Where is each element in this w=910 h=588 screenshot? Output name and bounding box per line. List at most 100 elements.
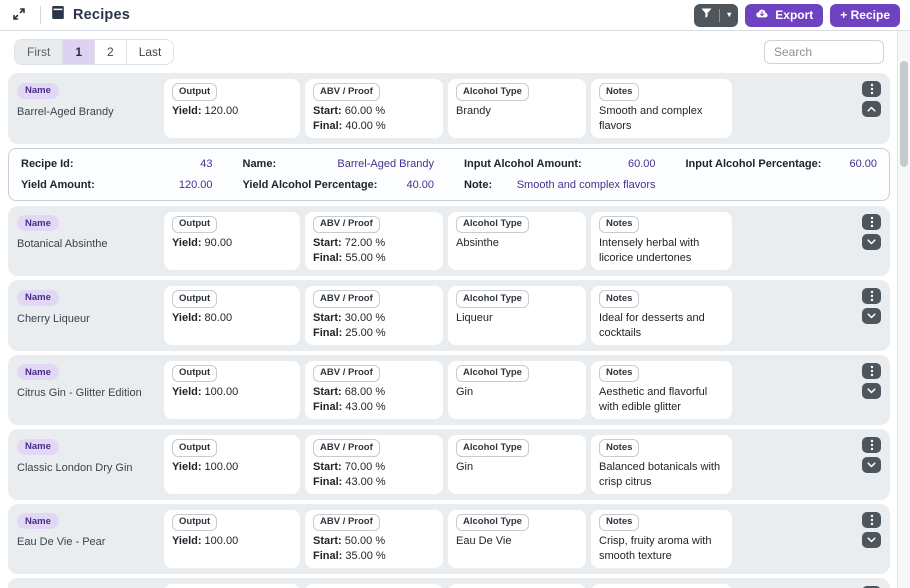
pagination-last[interactable]: Last	[126, 40, 174, 64]
notes-value: Aesthetic and flavorful with edible glit…	[599, 386, 708, 414]
pagination-page-2[interactable]: 2	[95, 40, 127, 64]
row-menu-button[interactable]	[862, 437, 881, 453]
start-label: Start:	[313, 386, 342, 399]
abv-proof-card: ABV / Proof Start: 50.00 % Final: 35.00 %	[305, 509, 443, 568]
recipe-row: Name Honey Bourbon Whiskey Output Yield:…	[8, 578, 890, 588]
scrollbar-thumb[interactable]	[900, 61, 908, 167]
recipe-row: Name Barrel-Aged Brandy Output Yield: 120…	[8, 73, 890, 144]
name-badge: Name	[17, 438, 59, 455]
final-line: Final: 40.00 %	[313, 119, 435, 134]
yield-value: 90.00	[204, 237, 233, 250]
final-label: Final:	[313, 119, 343, 132]
recipe-row: Name Cherry Liqueur Output Yield: 80.00 A…	[8, 280, 890, 351]
row-actions	[862, 510, 881, 548]
final-line: Final: 55.00 %	[313, 251, 435, 266]
recipe-row: Name Citrus Gin - Glitter Edition Output…	[8, 354, 890, 425]
alcohol-type-value: Brandy	[456, 104, 491, 117]
final-label: Final:	[313, 550, 343, 563]
chevron-icon	[867, 536, 876, 543]
chevron-icon	[867, 462, 876, 468]
start-value: 50.00 %	[344, 535, 386, 548]
alcohol-type-pill: Alcohol Type	[456, 290, 529, 308]
expand-window-button[interactable]	[8, 4, 30, 26]
alcohol-type-value: Gin	[456, 386, 474, 399]
export-button[interactable]: Export	[745, 3, 824, 27]
alcohol-type-card: Alcohol Type Eau De Vie	[448, 509, 586, 568]
chevron-icon	[867, 106, 876, 112]
notes-pill: Notes	[599, 215, 640, 234]
yield-label: Yield:	[172, 104, 202, 117]
start-label: Start:	[313, 311, 342, 324]
add-recipe-button-label: + Recipe	[840, 8, 890, 22]
expand-toggle-button[interactable]	[862, 457, 881, 473]
final-label: Final:	[313, 252, 343, 265]
row-actions	[862, 435, 881, 473]
start-line: Start: 72.00 %	[313, 236, 435, 251]
kebab-menu-icon	[870, 216, 874, 228]
app-header: Recipes ▾ Export + Recipe	[0, 0, 910, 31]
row-spacer	[737, 212, 857, 271]
expand-toggle-button[interactable]	[862, 382, 881, 399]
notes-card: Notes Aesthetic and flavorful with edibl…	[591, 360, 732, 419]
output-card: Output Yield: 80.00	[164, 286, 300, 345]
row-menu-button[interactable]	[862, 586, 881, 588]
notes-value: Smooth and complex flavors	[599, 104, 703, 132]
vertical-scrollbar[interactable]	[897, 31, 910, 588]
detail-input-alcohol-percentage: Input Alcohol Percentage: 60.00	[685, 157, 878, 170]
alcohol-type-card: Alcohol Type Gin	[448, 435, 586, 494]
row-menu-button[interactable]	[862, 362, 881, 379]
row-menu-button[interactable]	[862, 81, 881, 97]
alcohol-type-pill: Alcohol Type	[456, 364, 529, 383]
pagination-page-1[interactable]: 1	[63, 40, 96, 64]
recipe-name: Botanical Absinthe	[17, 238, 108, 250]
notes-value: Ideal for desserts and cocktails	[599, 311, 705, 339]
start-line: Start: 70.00 %	[313, 460, 435, 475]
add-recipe-button[interactable]: + Recipe	[830, 3, 900, 27]
yield-value: 100.00	[204, 535, 239, 548]
detail-yield-alcohol-percentage: Yield Alcohol Percentage: 40.00	[242, 178, 435, 191]
chevron-icon	[867, 387, 876, 394]
name-column: Name Botanical Absinthe	[17, 212, 159, 271]
final-value: 55.00 %	[345, 252, 386, 265]
final-value: 40.00 %	[345, 119, 386, 132]
recipe-name: Classic London Dry Gin	[17, 461, 133, 474]
row-menu-button[interactable]	[862, 511, 881, 528]
name-column: Name Citrus Gin - Glitter Edition	[17, 361, 159, 420]
row-actions	[862, 286, 881, 324]
alcohol-type-value: Absinthe	[456, 237, 499, 250]
alcohol-type-pill: Alcohol Type	[456, 513, 529, 532]
detail-note: Note: Smooth and complex flavors	[464, 178, 656, 191]
start-label: Start:	[313, 237, 342, 250]
alcohol-type-card: Alcohol Type Whiskey	[448, 584, 586, 588]
pagination-first[interactable]: First	[15, 40, 64, 64]
yield-label: Yield:	[172, 535, 202, 548]
output-card: Output Yield:100.00	[164, 509, 300, 568]
abv-proof-pill: ABV / Proof	[313, 364, 380, 383]
row-menu-button[interactable]	[862, 288, 881, 304]
abv-proof-card: ABV / Proof Start: 30.00 % Final: 25.00 %	[305, 286, 443, 345]
name-column: Name Barrel-Aged Brandy	[17, 79, 159, 138]
expand-toggle-button[interactable]	[862, 233, 881, 250]
notes-pill: Notes	[599, 290, 640, 308]
alcohol-type-pill: Alcohol Type	[456, 215, 529, 234]
expand-toggle-button[interactable]	[862, 308, 881, 324]
expand-toggle-button[interactable]	[862, 531, 881, 548]
expand-toggle-button[interactable]	[862, 101, 881, 117]
start-label: Start:	[313, 535, 342, 548]
search-input[interactable]	[764, 40, 884, 64]
row-actions	[862, 361, 881, 399]
start-label: Start:	[313, 104, 342, 117]
row-actions	[862, 79, 881, 117]
output-pill: Output	[172, 513, 218, 532]
notes-card: Notes Perfect balance of oak and honey	[591, 584, 732, 588]
yield-line: Yield: 80.00	[172, 311, 292, 326]
row-menu-button[interactable]	[862, 213, 881, 230]
detail-empty-cell	[686, 179, 878, 191]
cloud-download-icon	[755, 8, 769, 22]
caret-down-icon: ▾	[727, 10, 732, 19]
filter-dropdown-button[interactable]: ▾	[694, 3, 739, 27]
abv-proof-card: ABV / Proof Start: 60.00 % Final: 40.00 %	[305, 79, 443, 138]
kebab-menu-icon	[870, 439, 874, 451]
kebab-menu-icon	[870, 83, 874, 95]
start-value: 70.00 %	[344, 460, 386, 473]
